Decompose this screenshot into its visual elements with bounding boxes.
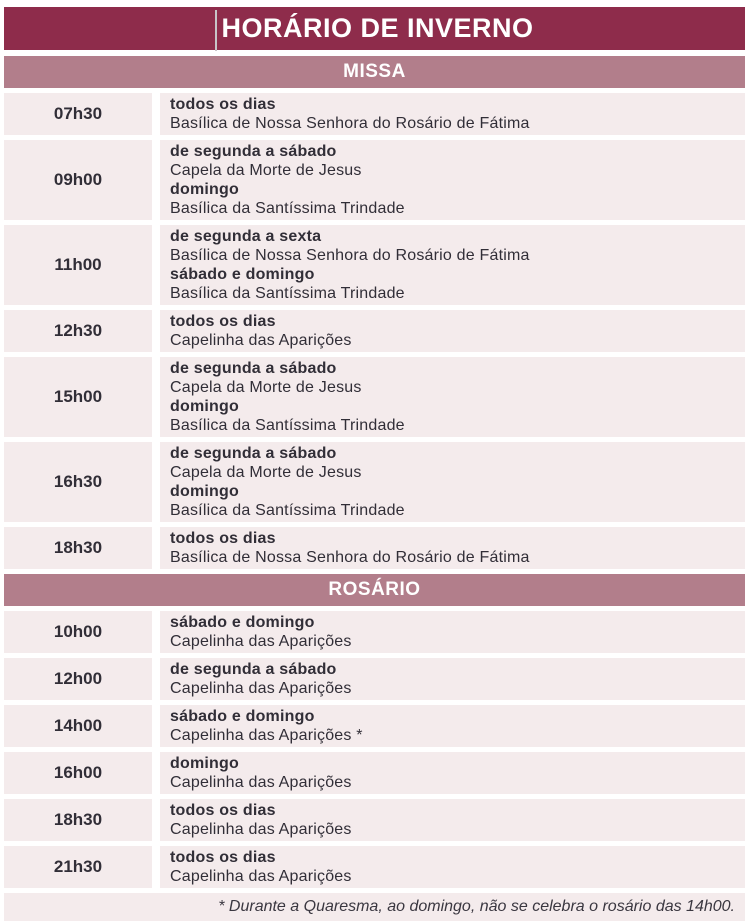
time-cell: 14h00 <box>4 705 152 747</box>
place-line: Basílica de Nossa Senhora do Rosário de … <box>170 247 530 264</box>
schedule-row: 21h30 todos os dias Capelinha das Apariçõ… <box>4 846 745 888</box>
day-line: todos os dias <box>170 802 276 819</box>
section-header: MISSA <box>4 56 745 88</box>
page-title-bar: HORÁRIO DE INVERNO <box>4 7 745 51</box>
day-line: de segunda a sábado <box>170 143 337 160</box>
schedule-row: 14h00 sábado e domingo Capelinha das Apar… <box>4 705 745 747</box>
day-line: todos os dias <box>170 96 276 113</box>
details-cell: de segunda a sexta Basílica de Nossa Senh… <box>160 225 745 305</box>
place-line: Capelinha das Aparições * <box>170 727 363 744</box>
place-line: Basílica da Santíssima Trindade <box>170 285 405 302</box>
place-line: Capelinha das Aparições <box>170 680 352 697</box>
time-cell: 18h30 <box>4 799 152 841</box>
schedule-row: 16h30 de segunda a sábado Capela da Morte… <box>4 442 745 522</box>
schedule-row: 18h30 todos os dias Capelinha das Apariçõ… <box>4 799 745 841</box>
place-line: Capelinha das Aparições <box>170 332 352 349</box>
place-line: Capelinha das Aparições <box>170 633 352 650</box>
time-cell: 21h30 <box>4 846 152 888</box>
day-line: domingo <box>170 181 239 198</box>
details-cell: todos os dias Capelinha das Aparições <box>160 846 745 888</box>
schedule-row: 07h30 todos os dias Basílica de Nossa Sen… <box>4 93 745 135</box>
footnote-bar: * Durante a Quaresma, ao domingo, não se… <box>4 893 745 921</box>
time-cell: 10h00 <box>4 611 152 653</box>
details-cell: sábado e domingo Capelinha das Aparições <box>160 611 745 653</box>
place-line: Capelinha das Aparições <box>170 868 352 885</box>
place-line: Capela da Morte de Jesus <box>170 162 362 179</box>
day-line: domingo <box>170 483 239 500</box>
time-cell: 16h00 <box>4 752 152 794</box>
details-cell: de segunda a sábado Capela da Morte de Je… <box>160 357 745 437</box>
schedule-section: ROSÁRIO 10h00 sábado e domingo Capelinha … <box>4 574 745 888</box>
schedule-row: 09h00 de segunda a sábado Capela da Morte… <box>4 140 745 220</box>
schedule-row: 11h00 de segunda a sexta Basílica de Noss… <box>4 225 745 305</box>
day-line: domingo <box>170 755 239 772</box>
place-line: Capela da Morte de Jesus <box>170 379 362 396</box>
place-line: Basílica de Nossa Senhora do Rosário de … <box>170 115 530 132</box>
day-line: todos os dias <box>170 849 276 866</box>
details-cell: sábado e domingo Capelinha das Aparições … <box>160 705 745 747</box>
place-line: Basílica da Santíssima Trindade <box>170 502 405 519</box>
day-line: todos os dias <box>170 313 276 330</box>
time-cell: 07h30 <box>4 93 152 135</box>
day-line: sábado e domingo <box>170 708 315 725</box>
time-cell: 12h00 <box>4 658 152 700</box>
schedule-sections: MISSA 07h30 todos os dias Basílica de Nos… <box>4 56 745 888</box>
day-line: de segunda a sábado <box>170 360 337 377</box>
place-line: Capela da Morte de Jesus <box>170 464 362 481</box>
day-line: de segunda a sábado <box>170 661 337 678</box>
schedule-row: 18h30 todos os dias Basílica de Nossa Sen… <box>4 527 745 569</box>
schedule-row: 16h00 domingo Capelinha das Aparições <box>4 752 745 794</box>
section-rows: 07h30 todos os dias Basílica de Nossa Sen… <box>4 93 745 569</box>
place-line: Basílica da Santíssima Trindade <box>170 200 405 217</box>
day-line: de segunda a sábado <box>170 445 337 462</box>
time-cell: 16h30 <box>4 442 152 522</box>
details-cell: de segunda a sábado Capela da Morte de Je… <box>160 140 745 220</box>
details-cell: todos os dias Basílica de Nossa Senhora d… <box>160 93 745 135</box>
section-rows: 10h00 sábado e domingo Capelinha das Apar… <box>4 611 745 888</box>
place-line: Capelinha das Aparições <box>170 821 352 838</box>
time-cell: 12h30 <box>4 310 152 352</box>
details-cell: todos os dias Capelinha das Aparições <box>160 799 745 841</box>
text-cursor <box>215 10 218 51</box>
section-header: ROSÁRIO <box>4 574 745 606</box>
schedule-section: MISSA 07h30 todos os dias Basílica de Nos… <box>4 56 745 569</box>
day-line: sábado e domingo <box>170 266 315 283</box>
place-line: Basílica da Santíssima Trindade <box>170 417 405 434</box>
page-title: HORÁRIO DE INVERNO <box>221 13 534 43</box>
day-line: sábado e domingo <box>170 614 315 631</box>
time-cell: 18h30 <box>4 527 152 569</box>
details-cell: domingo Capelinha das Aparições <box>160 752 745 794</box>
schedule-row: 12h30 todos os dias Capelinha das Apariçõ… <box>4 310 745 352</box>
details-cell: todos os dias Basílica de Nossa Senhora d… <box>160 527 745 569</box>
time-cell: 09h00 <box>4 140 152 220</box>
day-line: todos os dias <box>170 530 276 547</box>
details-cell: todos os dias Capelinha das Aparições <box>160 310 745 352</box>
time-cell: 15h00 <box>4 357 152 437</box>
day-line: domingo <box>170 398 239 415</box>
schedule-row: 12h00 de segunda a sábado Capelinha das A… <box>4 658 745 700</box>
details-cell: de segunda a sábado Capelinha das Apariçõ… <box>160 658 745 700</box>
place-line: Capelinha das Aparições <box>170 774 352 791</box>
schedule-row: 10h00 sábado e domingo Capelinha das Apar… <box>4 611 745 653</box>
footnote-text: * Durante a Quaresma, ao domingo, não se… <box>218 898 735 915</box>
details-cell: de segunda a sábado Capela da Morte de Je… <box>160 442 745 522</box>
schedule-row: 15h00 de segunda a sábado Capela da Morte… <box>4 357 745 437</box>
day-line: de segunda a sexta <box>170 228 322 245</box>
place-line: Basílica de Nossa Senhora do Rosário de … <box>170 549 530 566</box>
time-cell: 11h00 <box>4 225 152 305</box>
